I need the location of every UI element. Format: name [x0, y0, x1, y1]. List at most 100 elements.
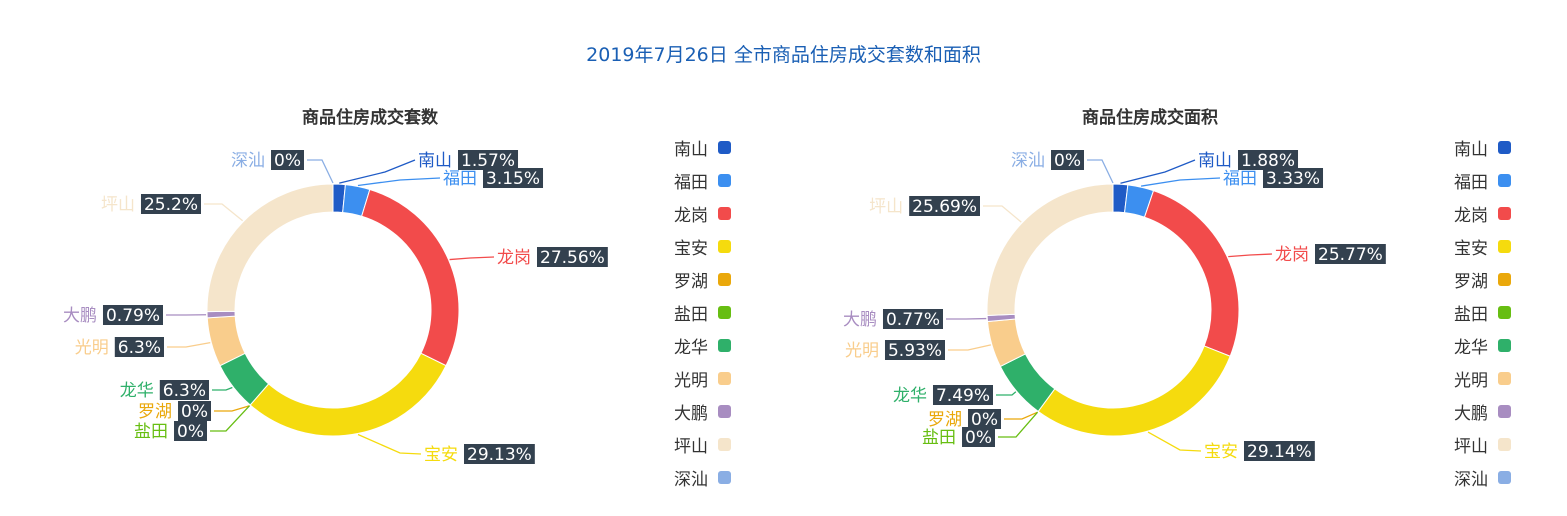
legend-item-坪山[interactable]: 坪山: [674, 428, 731, 461]
legend-item-罗湖[interactable]: 罗湖: [1454, 263, 1511, 296]
label-badge-福田: [1263, 168, 1324, 188]
legend-item-福田[interactable]: 福田: [674, 164, 731, 197]
legend-item-光明[interactable]: 光明: [1454, 362, 1511, 395]
label-name-宝安: 宝安: [424, 445, 458, 465]
legend-item-大鹏[interactable]: 大鹏: [1454, 395, 1511, 428]
label-value-福田: 3.33%: [1266, 169, 1320, 189]
label-宝安: 宝安 29.13%: [357, 433, 535, 465]
legend-swatch: [1498, 240, 1511, 253]
legend-item-南山[interactable]: 南山: [1454, 131, 1511, 164]
label-value-南山: 1.88%: [1241, 151, 1295, 171]
label-badge-龙岗: [537, 247, 608, 267]
legend-swatch: [718, 240, 731, 253]
leader-深汕: [307, 159, 334, 184]
legend-item-大鹏[interactable]: 大鹏: [674, 395, 731, 428]
label-福田: 福田 3.15%: [357, 168, 544, 189]
label-badge-大鹏: [882, 309, 943, 329]
label-name-宝安: 宝安: [1204, 442, 1238, 462]
label-盐田: 盐田 0%: [134, 405, 251, 442]
label-name-盐田: 盐田: [134, 422, 168, 442]
label-badge-坪山: [909, 196, 980, 216]
leader-福田: [357, 177, 441, 187]
label-name-龙岗: 龙岗: [497, 248, 531, 268]
slice-龙岗[interactable]: [361, 188, 460, 367]
legend-item-龙岗[interactable]: 龙岗: [1454, 197, 1511, 230]
legend-label: 福田: [1454, 173, 1488, 193]
label-南山: 南山 1.57%: [339, 150, 519, 184]
legend-item-深汕[interactable]: 深汕: [674, 461, 731, 494]
legend-swatch: [1498, 372, 1511, 385]
legend-item-龙华[interactable]: 龙华: [1454, 329, 1511, 362]
legend-swatch: [1498, 273, 1511, 286]
legend-swatch: [718, 207, 731, 220]
label-name-福田: 福田: [443, 169, 477, 189]
label-坪山: 坪山 25.2%: [101, 194, 244, 222]
label-value-深汕: 0%: [1054, 151, 1081, 171]
label-badge-大鹏: [102, 305, 163, 325]
legend-item-南山[interactable]: 南山: [674, 131, 731, 164]
leader-坪山: [204, 203, 244, 222]
slice-宝安[interactable]: [249, 352, 447, 437]
chart-1-title: 商品住房成交套数: [302, 108, 438, 128]
slice-大鹏[interactable]: [206, 310, 236, 319]
leader-南山: [1120, 159, 1196, 184]
legend-swatch: [1498, 141, 1511, 154]
label-badge-南山: [458, 150, 519, 170]
label-name-大鹏: 大鹏: [843, 310, 877, 330]
leader-宝安: [357, 433, 422, 455]
legend-item-罗湖[interactable]: 罗湖: [674, 263, 731, 296]
legend-label: 大鹏: [1454, 404, 1488, 424]
legend-item-盐田[interactable]: 盐田: [674, 296, 731, 329]
legend-item-宝安[interactable]: 宝安: [674, 230, 731, 263]
legend-swatch: [718, 273, 731, 286]
label-盐田: 盐田 0%: [922, 411, 1039, 448]
label-罗湖: 罗湖 0%: [138, 401, 250, 422]
legend-item-龙华[interactable]: 龙华: [674, 329, 731, 362]
legend-swatch: [718, 471, 731, 484]
label-name-光明: 光明: [845, 341, 879, 361]
label-badge-宝安: [1244, 441, 1315, 461]
leader-龙岗: [449, 256, 495, 261]
legend-label: 深汕: [1454, 470, 1488, 490]
legend-swatch: [718, 339, 731, 352]
legend-item-深汕[interactable]: 深汕: [1454, 461, 1511, 494]
label-name-罗湖: 罗湖: [928, 410, 962, 430]
label-value-光明: 6.3%: [118, 338, 161, 358]
slice-龙岗[interactable]: [1143, 190, 1240, 357]
label-龙岗: 龙岗 25.77%: [1228, 244, 1386, 265]
legend-item-宝安[interactable]: 宝安: [1454, 230, 1511, 263]
label-badge-宝安: [464, 444, 535, 464]
slice-坪山[interactable]: [986, 183, 1114, 316]
label-value-盐田: 0%: [177, 422, 204, 442]
legend-units: 南山福田龙岗宝安 罗湖盐田龙华 光明 大鹏坪山深汕: [674, 131, 731, 494]
legend-swatch: [1498, 438, 1511, 451]
legend-label: 盐田: [674, 305, 708, 325]
legend-label: 坪山: [674, 437, 708, 457]
leader-龙华: [212, 386, 233, 391]
legend-item-福田[interactable]: 福田: [1454, 164, 1511, 197]
legend-item-龙岗[interactable]: 龙岗: [674, 197, 731, 230]
legend-label: 盐田: [1454, 305, 1488, 325]
legend-swatch: [1498, 174, 1511, 187]
legend-swatch: [718, 306, 731, 319]
legend-label: 南山: [674, 140, 708, 160]
slice-宝安[interactable]: [1037, 345, 1231, 437]
label-badge-盐田: [174, 421, 207, 441]
legend-swatch: [1498, 306, 1511, 319]
leader-宝安: [1147, 431, 1202, 452]
label-name-福田: 福田: [1223, 169, 1257, 189]
legend-label: 罗湖: [1454, 272, 1488, 292]
legend-item-盐田[interactable]: 盐田: [1454, 296, 1511, 329]
legend-item-光明[interactable]: 光明: [674, 362, 731, 395]
donut-chart-area: 南山 1.88%福田 3.33%龙岗 25.77%宝安 29.14%罗湖 0%盐田 0%龙华…: [843, 150, 1386, 462]
leader-南山: [339, 159, 416, 184]
legend-label: 龙岗: [674, 206, 708, 226]
legend-label: 福田: [674, 173, 708, 193]
legend-item-坪山[interactable]: 坪山: [1454, 428, 1511, 461]
label-value-南山: 1.57%: [461, 151, 515, 171]
legend-swatch: [718, 174, 731, 187]
legend-swatch: [718, 438, 731, 451]
label-罗湖: 罗湖 0%: [928, 409, 1038, 430]
slice-坪山[interactable]: [206, 183, 334, 313]
label-value-福田: 3.15%: [486, 169, 540, 189]
